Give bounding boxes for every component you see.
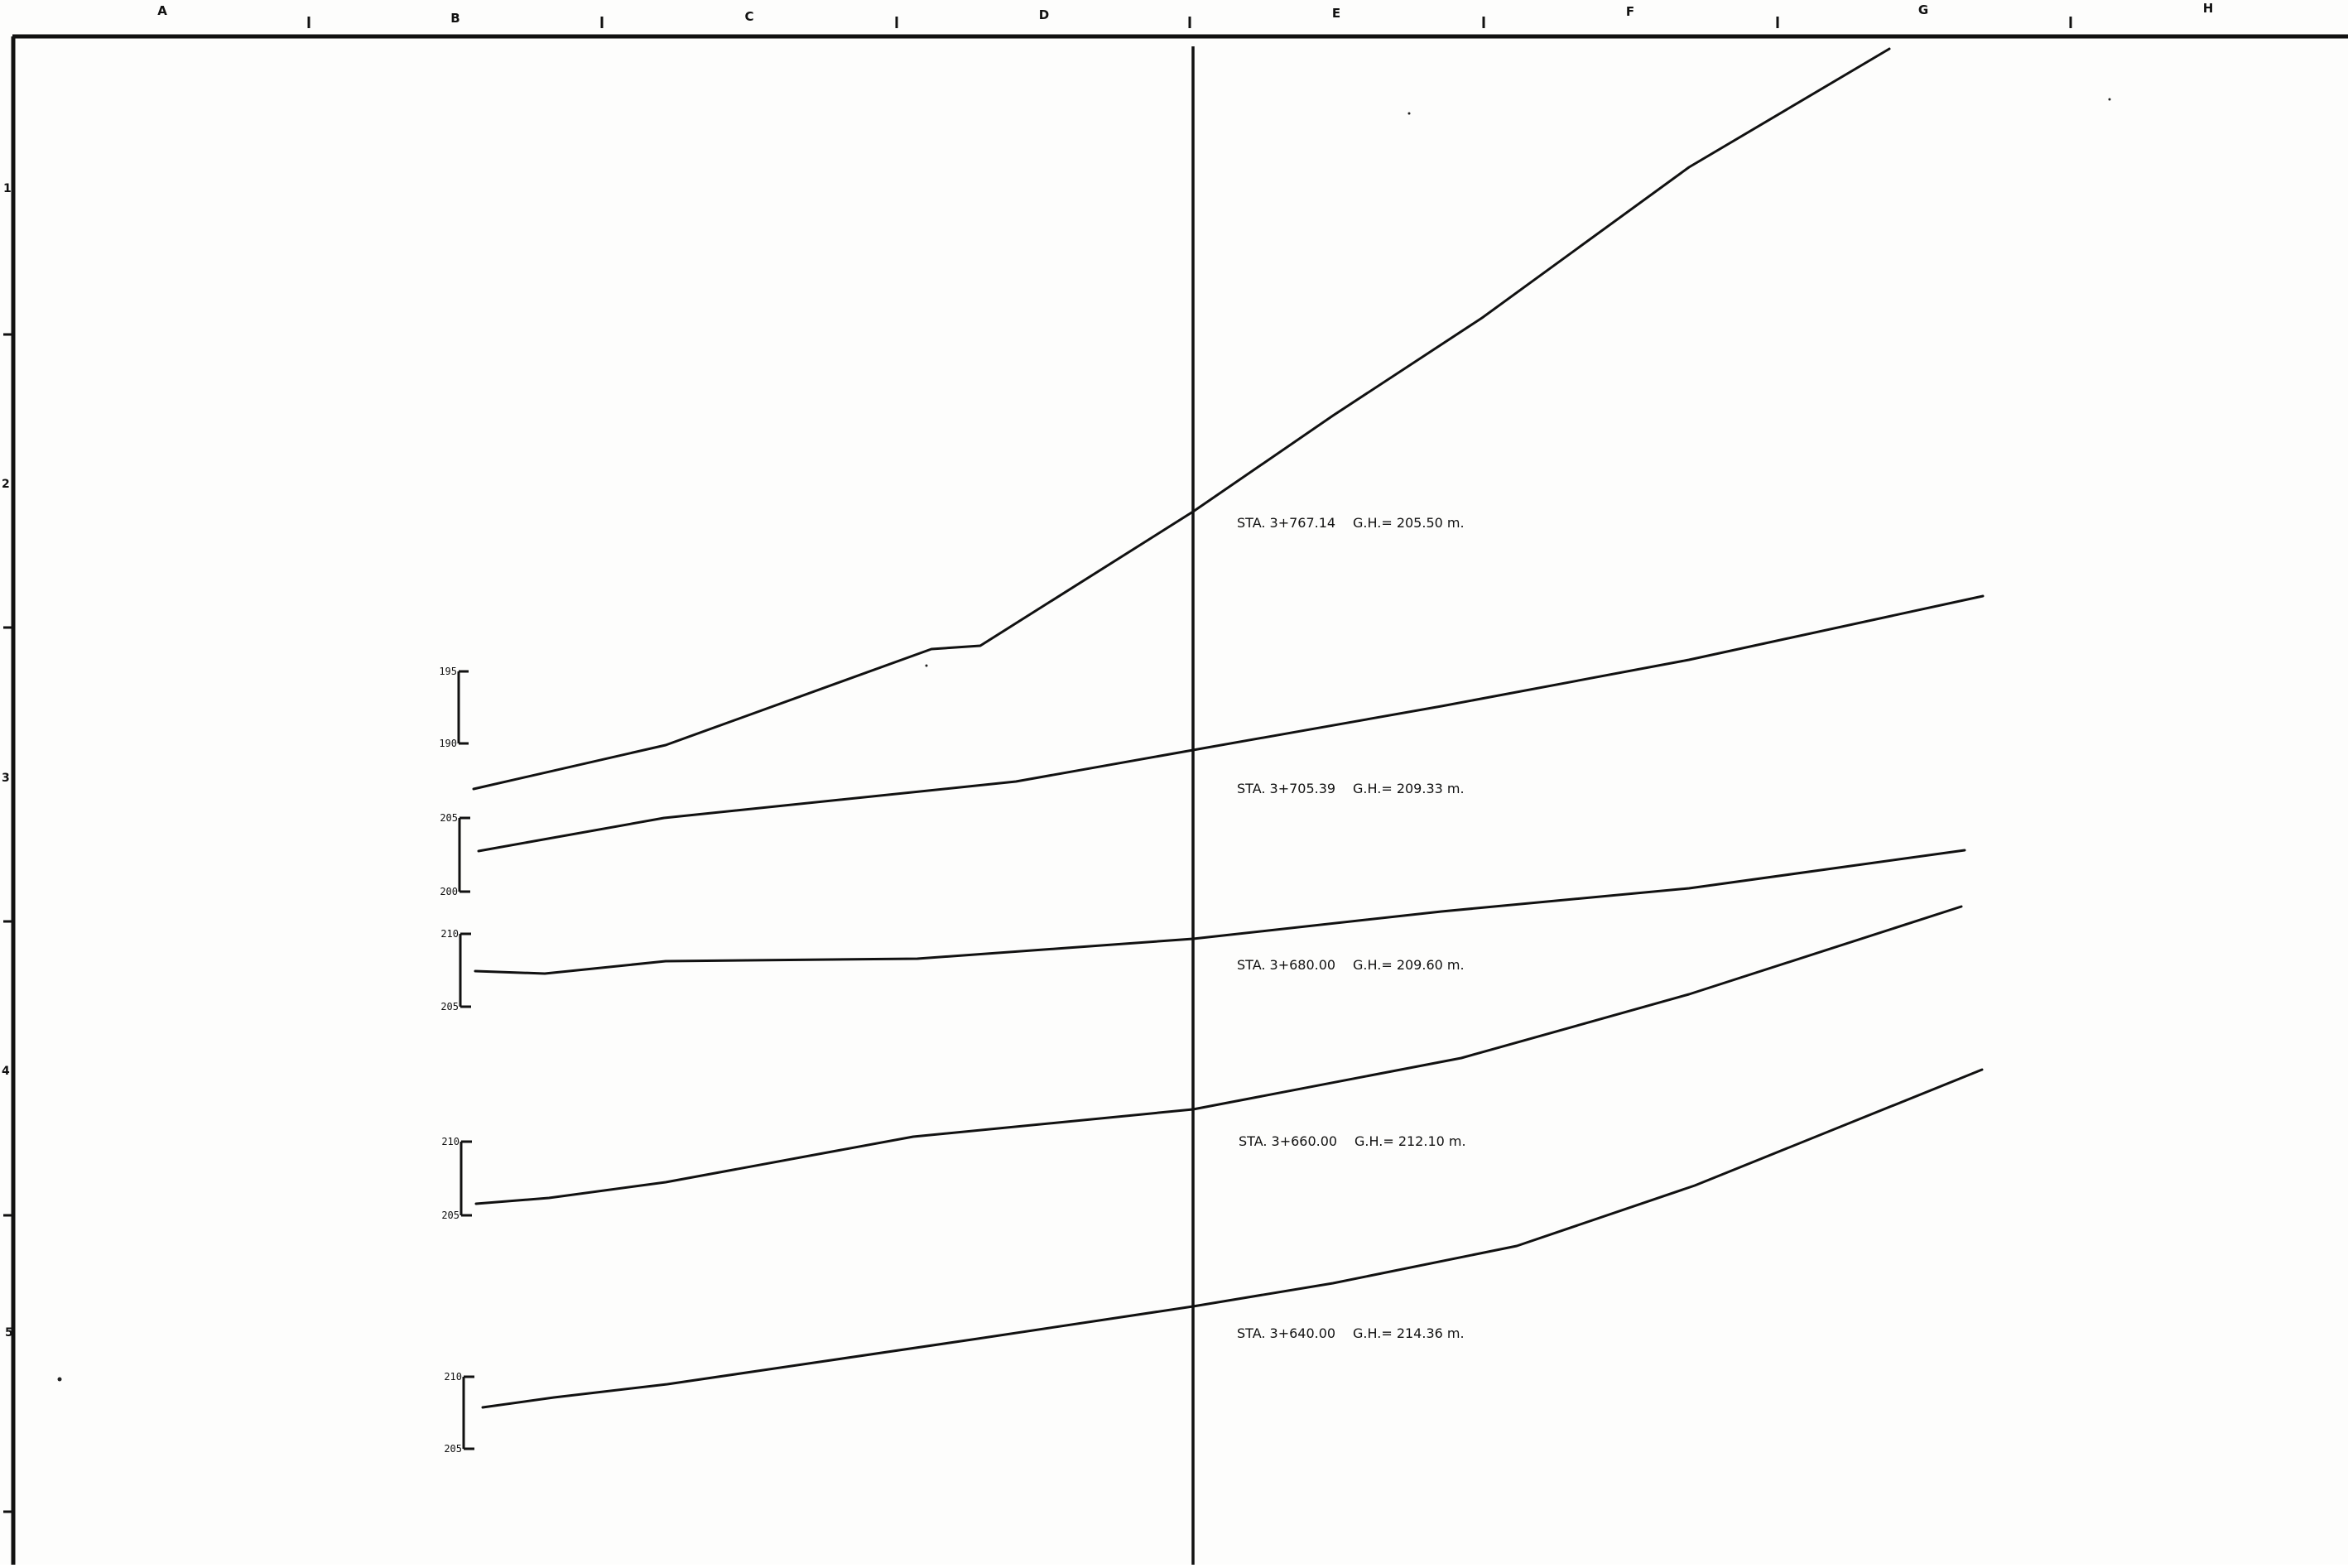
grid-column-label: C <box>744 9 753 24</box>
scale-bottom-label: 205 <box>444 1443 462 1455</box>
elevation-scale: 210 205 <box>441 1136 472 1221</box>
scale-bottom-label: 190 <box>439 738 457 749</box>
scale-top-label: 210 <box>444 1371 462 1383</box>
ground-profile <box>477 594 1985 853</box>
speck <box>1407 112 1411 115</box>
station-label: STA. 3+705.39 <box>1237 781 1335 796</box>
ground-profile <box>474 905 1963 1205</box>
grid-column-label: H <box>2203 1 2214 16</box>
elevation-scale: 205 200 <box>440 812 470 897</box>
ground-height-label: G.H.= 209.33 m. <box>1353 781 1465 796</box>
left-grid-ticks <box>3 333 12 1513</box>
ground-profile <box>481 1068 1984 1409</box>
grid-row-label: 2 <box>2 478 10 491</box>
station-label: STA. 3+767.14 <box>1237 515 1335 531</box>
grid-row-label: 3 <box>2 772 10 785</box>
elevation-scale: 210 205 <box>444 1371 474 1455</box>
grid-column-label: D <box>1039 7 1049 22</box>
cross-section-3767: 195 190 STA. 3+767.14 G.H.= 205.50 m. <box>439 47 1891 791</box>
cross-section-3660: 210 205 STA. 3+660.00 G.H.= 212.10 m. <box>441 905 1963 1221</box>
ground-profile <box>472 47 1891 791</box>
elevation-scale: 195 190 <box>439 666 469 749</box>
left-grid-numbers: 1 2 3 4 5 <box>2 182 13 1340</box>
grid-column-label: E <box>1332 6 1340 21</box>
cross-section-3680: 210 205 STA. 3+680.00 G.H.= 209.60 m. <box>440 849 1966 1012</box>
top-grid-ticks <box>307 17 2072 28</box>
scan-specks <box>57 98 2111 1382</box>
grid-column-label: A <box>157 3 167 18</box>
elevation-scale: 210 205 <box>440 928 471 1012</box>
station-label: STA. 3+640.00 <box>1237 1325 1335 1341</box>
scale-top-label: 210 <box>440 928 459 940</box>
grid-row-label: 1 <box>3 182 12 195</box>
scale-bottom-label: 205 <box>440 1001 459 1012</box>
ground-height-label: G.H.= 205.50 m. <box>1353 515 1465 531</box>
ground-profile <box>474 849 1966 975</box>
scale-top-label: 205 <box>440 812 458 824</box>
scale-top-label: 210 <box>441 1136 459 1147</box>
ground-height-label: G.H.= 214.36 m. <box>1353 1325 1465 1341</box>
grid-column-label: G <box>1918 2 1928 17</box>
speck <box>57 1377 62 1382</box>
top-grid-letters: A B C D E F G H <box>157 1 2213 26</box>
station-label: STA. 3+680.00 <box>1237 957 1335 973</box>
station-label: STA. 3+660.00 <box>1239 1133 1337 1149</box>
speck <box>925 664 928 667</box>
cross-section-3640: 210 205 STA. 3+640.00 G.H.= 214.36 m. <box>444 1068 1984 1455</box>
cross-section-3705: 205 200 STA. 3+705.39 G.H.= 209.33 m. <box>440 594 1985 897</box>
grid-column-label: B <box>450 11 459 26</box>
scale-bottom-label: 205 <box>441 1210 459 1221</box>
grid-column-label: F <box>1626 4 1634 19</box>
grid-row-label: 5 <box>5 1326 13 1340</box>
ground-height-label: G.H.= 212.10 m. <box>1354 1133 1466 1149</box>
scale-bottom-label: 200 <box>440 886 458 897</box>
grid-row-label: 4 <box>2 1065 10 1078</box>
speck <box>2108 98 2111 101</box>
scale-top-label: 195 <box>439 666 457 677</box>
ground-height-label: G.H.= 209.60 m. <box>1353 957 1465 973</box>
